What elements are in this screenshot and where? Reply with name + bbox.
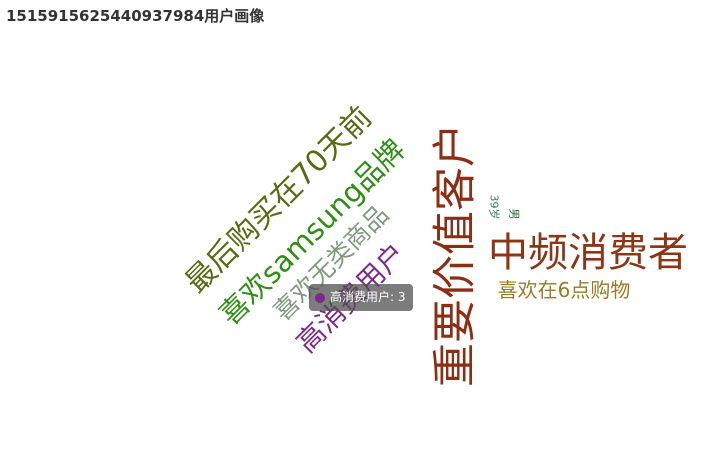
word-0[interactable]: 重要价值客户 (430, 123, 481, 387)
tooltip: 高消费用户: 3 (309, 284, 413, 311)
word-7[interactable]: 39岁 (488, 195, 502, 220)
tooltip-color-dot (315, 292, 325, 303)
word-8[interactable]: 男 (508, 209, 521, 220)
chart-title: 1515915625440937984用户画像 (6, 7, 265, 25)
word-1[interactable]: 中频消费者 (488, 230, 688, 276)
word-6[interactable]: 喜欢在6点购物 (498, 278, 631, 302)
tooltip-text: 高消费用户: 3 (330, 290, 406, 304)
